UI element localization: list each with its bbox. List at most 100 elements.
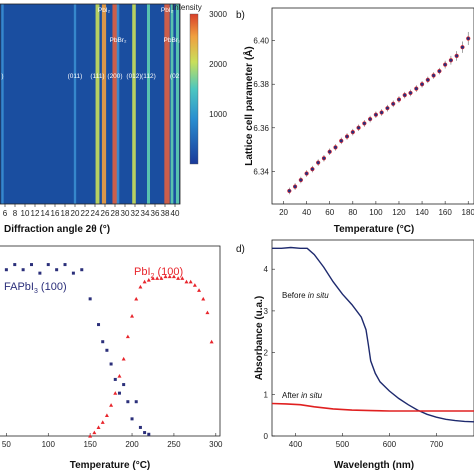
pbi2-point bbox=[159, 276, 164, 280]
x-tick-label: 200 bbox=[125, 440, 139, 449]
series-label-fapbi3-main: FAPbI bbox=[4, 281, 34, 293]
panel-d-x-axis-label: Wavelength (nm) bbox=[334, 460, 414, 471]
series-label-pbi2: PbI2 (100) bbox=[134, 266, 183, 280]
x-tick-label: 250 bbox=[167, 440, 181, 449]
x-tick-label: 24 bbox=[91, 209, 100, 218]
pbi2-point bbox=[146, 278, 151, 282]
x-tick-label: 300 bbox=[209, 440, 223, 449]
x-tick-label: 500 bbox=[336, 440, 350, 449]
panel-d-axes: 400 500 600 700 0 1 2 3 4 bbox=[264, 265, 444, 449]
heatmap-x-axis-label: Diffraction angle 2θ (°) bbox=[4, 224, 110, 235]
data-point bbox=[414, 86, 419, 91]
fapbi3-point bbox=[134, 400, 138, 404]
data-point bbox=[356, 125, 361, 130]
heatmap-peak-bands bbox=[1, 4, 180, 204]
series-label-fapbi3-sub: 3 bbox=[34, 288, 38, 295]
pbi2-point bbox=[209, 339, 214, 344]
heatmap-background bbox=[0, 4, 180, 204]
x-tick-label: 38 bbox=[161, 209, 170, 218]
heatmap-peak-label: PbI₂ bbox=[161, 7, 174, 14]
panel-b-frame bbox=[271, 7, 474, 205]
heatmap-band bbox=[101, 4, 107, 204]
y-tick-label: 1 bbox=[264, 390, 269, 399]
panel-b-label: b) bbox=[236, 10, 245, 21]
lattice-parameter-panel: b) 20 40 60 80 100 120 140 160 180 6.34 6.36 6.38 6.… bbox=[236, 7, 474, 235]
heatmap-band bbox=[116, 4, 120, 204]
colorbar bbox=[189, 13, 199, 165]
data-point bbox=[292, 184, 298, 189]
pbi2-point bbox=[113, 391, 118, 395]
fapbi3-point bbox=[143, 431, 147, 435]
data-point bbox=[408, 90, 413, 96]
x-tick-label: 60 bbox=[325, 208, 334, 217]
series-label-pbi2-main: PbI bbox=[134, 266, 151, 278]
xrd-heatmap-panel: (011) (111) PbI₂ (200) PbBr₂ (012) (112) PbI₂ Pb… bbox=[0, 3, 227, 235]
pbi2-point bbox=[184, 279, 189, 284]
x-tick-label: 22 bbox=[81, 209, 90, 218]
heatmap-band bbox=[170, 4, 174, 204]
x-tick-label: 28 bbox=[111, 209, 120, 218]
pbi2-point bbox=[171, 274, 176, 279]
panel-d-y-axis-label: Absorbance (u.a.) bbox=[254, 296, 265, 380]
fapbi3-point bbox=[101, 340, 105, 344]
x-tick-label: 30 bbox=[121, 209, 130, 218]
x-tick-label: 50 bbox=[2, 440, 11, 449]
data-point bbox=[327, 149, 332, 154]
x-tick-label: 12 bbox=[31, 209, 40, 218]
pbi2-point bbox=[109, 403, 114, 407]
x-tick-label: 700 bbox=[430, 440, 444, 449]
legend-after-italic: in situ bbox=[301, 391, 322, 400]
x-tick-label: 20 bbox=[71, 209, 80, 218]
x-tick-label: 16 bbox=[51, 209, 60, 218]
fapbi3-point bbox=[109, 362, 113, 366]
fapbi3-point bbox=[80, 268, 84, 272]
fapbi3-point bbox=[122, 383, 126, 387]
pbi2-point bbox=[92, 430, 97, 435]
data-point bbox=[339, 138, 344, 143]
pbi2-point bbox=[197, 288, 202, 292]
fapbi3-point bbox=[63, 263, 67, 267]
fapbi3-point bbox=[130, 417, 134, 421]
series-label-fapbi3-tail: (100) bbox=[38, 281, 67, 293]
x-tick-label: 120 bbox=[392, 208, 406, 217]
pbi2-point bbox=[104, 413, 109, 418]
pbi2-point bbox=[88, 434, 93, 438]
legend-after-text: After bbox=[282, 391, 301, 400]
pbi2-point bbox=[134, 296, 139, 301]
heatmap-band bbox=[112, 4, 118, 204]
data-point bbox=[379, 110, 384, 115]
heatmap-peak-label: (011) bbox=[68, 73, 83, 80]
colorbar-title: Intensity bbox=[172, 3, 202, 12]
heatmap-frame bbox=[0, 3, 181, 205]
y-tick-label: 3 bbox=[264, 307, 269, 316]
phase-intensity-panel: 50 100 150 200 250 300 FAPbI3 (100) PbI2 (100… bbox=[0, 245, 223, 471]
heatmap-band bbox=[1, 4, 4, 204]
x-tick-label: 150 bbox=[83, 440, 97, 449]
heatmap-peak-label: PbBr₂ bbox=[110, 37, 127, 44]
fapbi3-point bbox=[147, 432, 151, 436]
x-tick-label: 40 bbox=[302, 208, 311, 217]
heatmap-band bbox=[175, 4, 180, 204]
x-tick-label: 160 bbox=[438, 208, 452, 217]
pbi2-point bbox=[100, 420, 105, 424]
before-in-situ-line bbox=[272, 246, 474, 423]
heatmap-band bbox=[164, 4, 170, 204]
y-tick-label: 4 bbox=[264, 265, 269, 274]
heatmap-peak-label: (200) bbox=[107, 73, 122, 80]
data-point bbox=[350, 130, 355, 135]
panel-c-frame bbox=[0, 245, 221, 437]
x-tick-label: 40 bbox=[171, 209, 180, 218]
fapbi3-point bbox=[71, 271, 75, 275]
x-tick-label: 32 bbox=[131, 209, 140, 218]
data-point bbox=[310, 167, 315, 172]
panel-c-x-axis-label: Temperature (°C) bbox=[70, 460, 151, 471]
heatmap-peak-label: (111) bbox=[90, 73, 104, 80]
pbi2-point bbox=[138, 284, 143, 289]
data-point bbox=[287, 188, 292, 194]
x-tick-label: 140 bbox=[415, 208, 429, 217]
x-tick-label: 100 bbox=[42, 440, 56, 449]
colorbar-tick-label: 3000 bbox=[209, 10, 227, 19]
pbi2-point bbox=[125, 334, 130, 339]
x-tick-label: 180 bbox=[462, 208, 474, 217]
heatmap-band bbox=[147, 4, 150, 204]
